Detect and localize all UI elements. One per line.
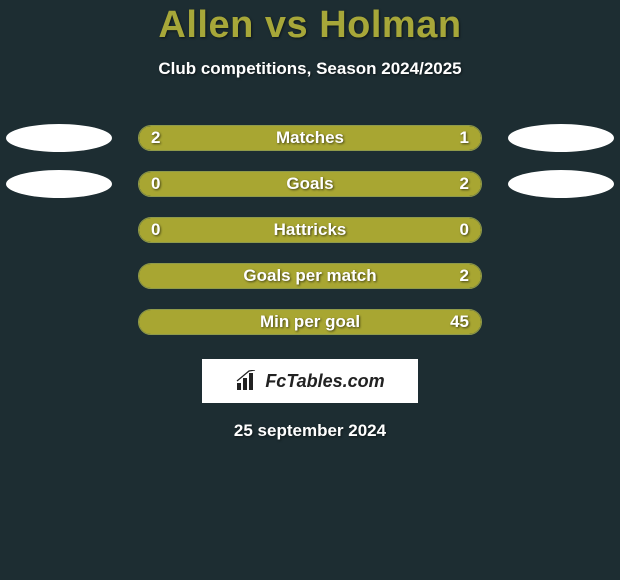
stat-row: 2Goals per match (0, 253, 620, 299)
player-right-marker (508, 170, 614, 198)
stat-bar-track: 21Matches (138, 125, 482, 151)
stat-bar-track: 00Hattricks (138, 217, 482, 243)
stat-left-value: 0 (151, 174, 160, 194)
stat-left-value: 2 (151, 128, 160, 148)
stat-bar-fill-left (139, 172, 207, 196)
stat-row: 00Hattricks (0, 207, 620, 253)
stat-right-value: 45 (450, 312, 469, 332)
player-left-marker (6, 170, 112, 198)
stat-bar-fill-right (310, 218, 481, 242)
player-left-marker (6, 124, 112, 152)
stat-row: 02Goals (0, 161, 620, 207)
stat-bar-fill-right (207, 172, 481, 196)
stat-right-value: 1 (460, 128, 469, 148)
page-subtitle: Club competitions, Season 2024/2025 (0, 59, 620, 79)
bar-chart-icon (235, 370, 259, 392)
logo-box[interactable]: FcTables.com (202, 359, 418, 403)
stats-area: 21Matches02Goals00Hattricks2Goals per ma… (0, 115, 620, 345)
stat-bar-track: 2Goals per match (138, 263, 482, 289)
stat-left-value: 0 (151, 220, 160, 240)
stat-bar-fill-right (139, 264, 481, 288)
page-title: Allen vs Holman (0, 4, 620, 47)
stat-right-value: 0 (460, 220, 469, 240)
stat-bar-track: 02Goals (138, 171, 482, 197)
stat-bar-fill-left (139, 126, 365, 150)
stat-row: 21Matches (0, 115, 620, 161)
player-right-marker (508, 124, 614, 152)
logo-text: FcTables.com (265, 371, 384, 392)
stat-bar-fill-left (139, 218, 310, 242)
stat-bar-fill-right (139, 310, 481, 334)
stat-right-value: 2 (460, 266, 469, 286)
stat-right-value: 2 (460, 174, 469, 194)
stat-bar-track: 45Min per goal (138, 309, 482, 335)
footer-date: 25 september 2024 (0, 421, 620, 441)
stat-row: 45Min per goal (0, 299, 620, 345)
